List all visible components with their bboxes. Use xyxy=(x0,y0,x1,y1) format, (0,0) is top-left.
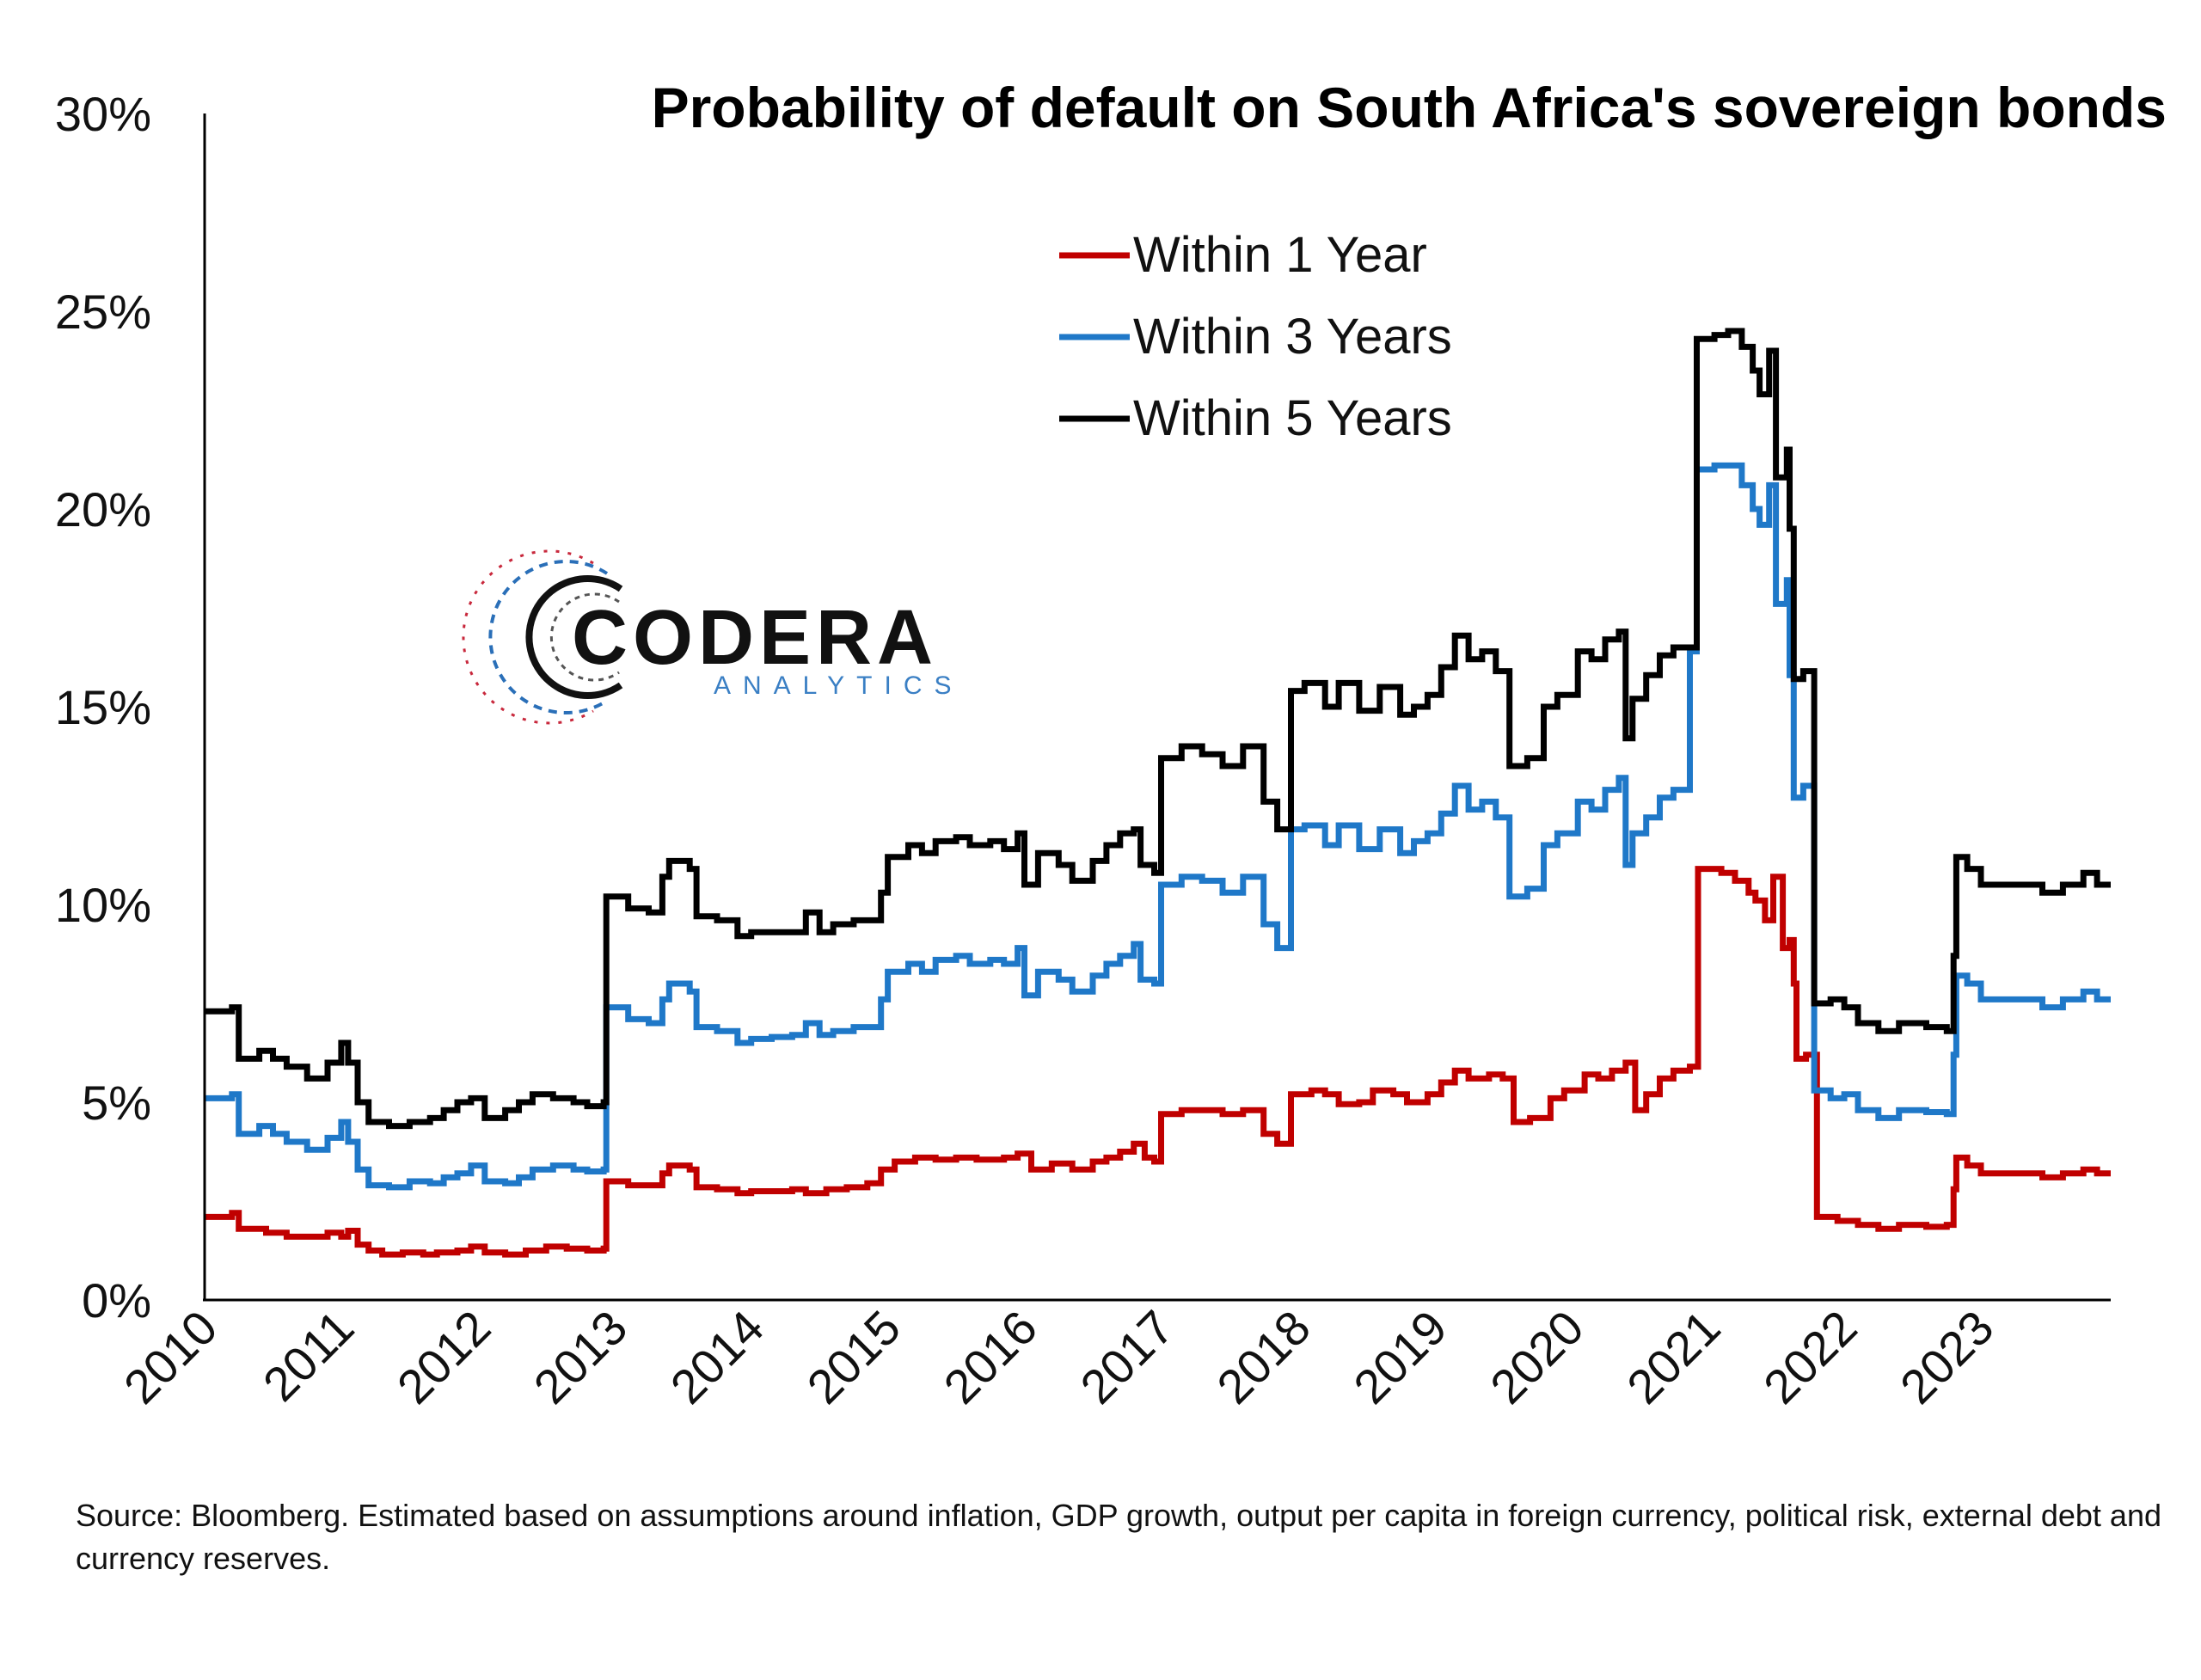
x-tick-label: 2011 xyxy=(253,1300,365,1412)
x-tick-label: 2021 xyxy=(1616,1300,1731,1414)
x-tick-label: 2020 xyxy=(1480,1300,1594,1414)
x-tick-label: 2015 xyxy=(796,1300,910,1414)
legend-item-3y: Within 3 Years xyxy=(1059,309,1452,365)
chart-title: Probability of default on South Africa's… xyxy=(652,76,2167,139)
x-tick-label: 2019 xyxy=(1343,1300,1457,1414)
codera-logo: CODERA ANALYTICS xyxy=(462,549,964,725)
x-tick-label: 2018 xyxy=(1206,1300,1321,1414)
x-tick-label: 2022 xyxy=(1753,1300,1867,1414)
x-tick-label: 2017 xyxy=(1070,1300,1184,1414)
legend-label-1y: Within 1 Year xyxy=(1133,227,1427,283)
legend-item-5y: Within 5 Years xyxy=(1059,390,1452,446)
logo-wordmark: CODERA xyxy=(572,595,938,681)
logo-emblem-icon xyxy=(462,549,623,725)
legend-item-1y: Within 1 Year xyxy=(1059,227,1427,283)
y-tick-label: 30% xyxy=(55,87,151,141)
y-tick-label: 15% xyxy=(55,680,151,734)
y-tick-label: 20% xyxy=(55,482,151,536)
series-line-3 xyxy=(205,328,2111,1130)
x-tick-label: 2012 xyxy=(387,1300,501,1414)
legend: Within 1 Year Within 3 Years Within 5 Ye… xyxy=(1059,227,1452,446)
x-tick-label: 2014 xyxy=(660,1300,775,1414)
series-line-1 xyxy=(205,866,2111,1258)
y-tick-label: 0% xyxy=(82,1273,151,1327)
x-tick-label: 2023 xyxy=(1890,1300,2004,1414)
legend-label-5y: Within 5 Years xyxy=(1133,390,1452,446)
series-lines xyxy=(205,328,2111,1258)
x-axis-ticks: 2010 2011 2012 2013 2014 2015 2016 2017 2018 2019… xyxy=(113,1300,2004,1414)
series-line-2 xyxy=(205,462,2111,1191)
y-tick-label: 25% xyxy=(55,285,151,339)
x-tick-label: 2013 xyxy=(524,1300,638,1414)
x-tick-label: 2016 xyxy=(933,1300,1047,1414)
y-axis-ticks: 0% 5% 10% 15% 20% 25% 30% xyxy=(55,87,151,1327)
source-note: Source: Bloomberg. Estimated based on as… xyxy=(76,1498,2161,1576)
legend-label-3y: Within 3 Years xyxy=(1133,309,1452,365)
logo-tagline: ANALYTICS xyxy=(714,671,964,700)
y-tick-label: 5% xyxy=(82,1076,151,1130)
y-tick-label: 10% xyxy=(55,878,151,932)
